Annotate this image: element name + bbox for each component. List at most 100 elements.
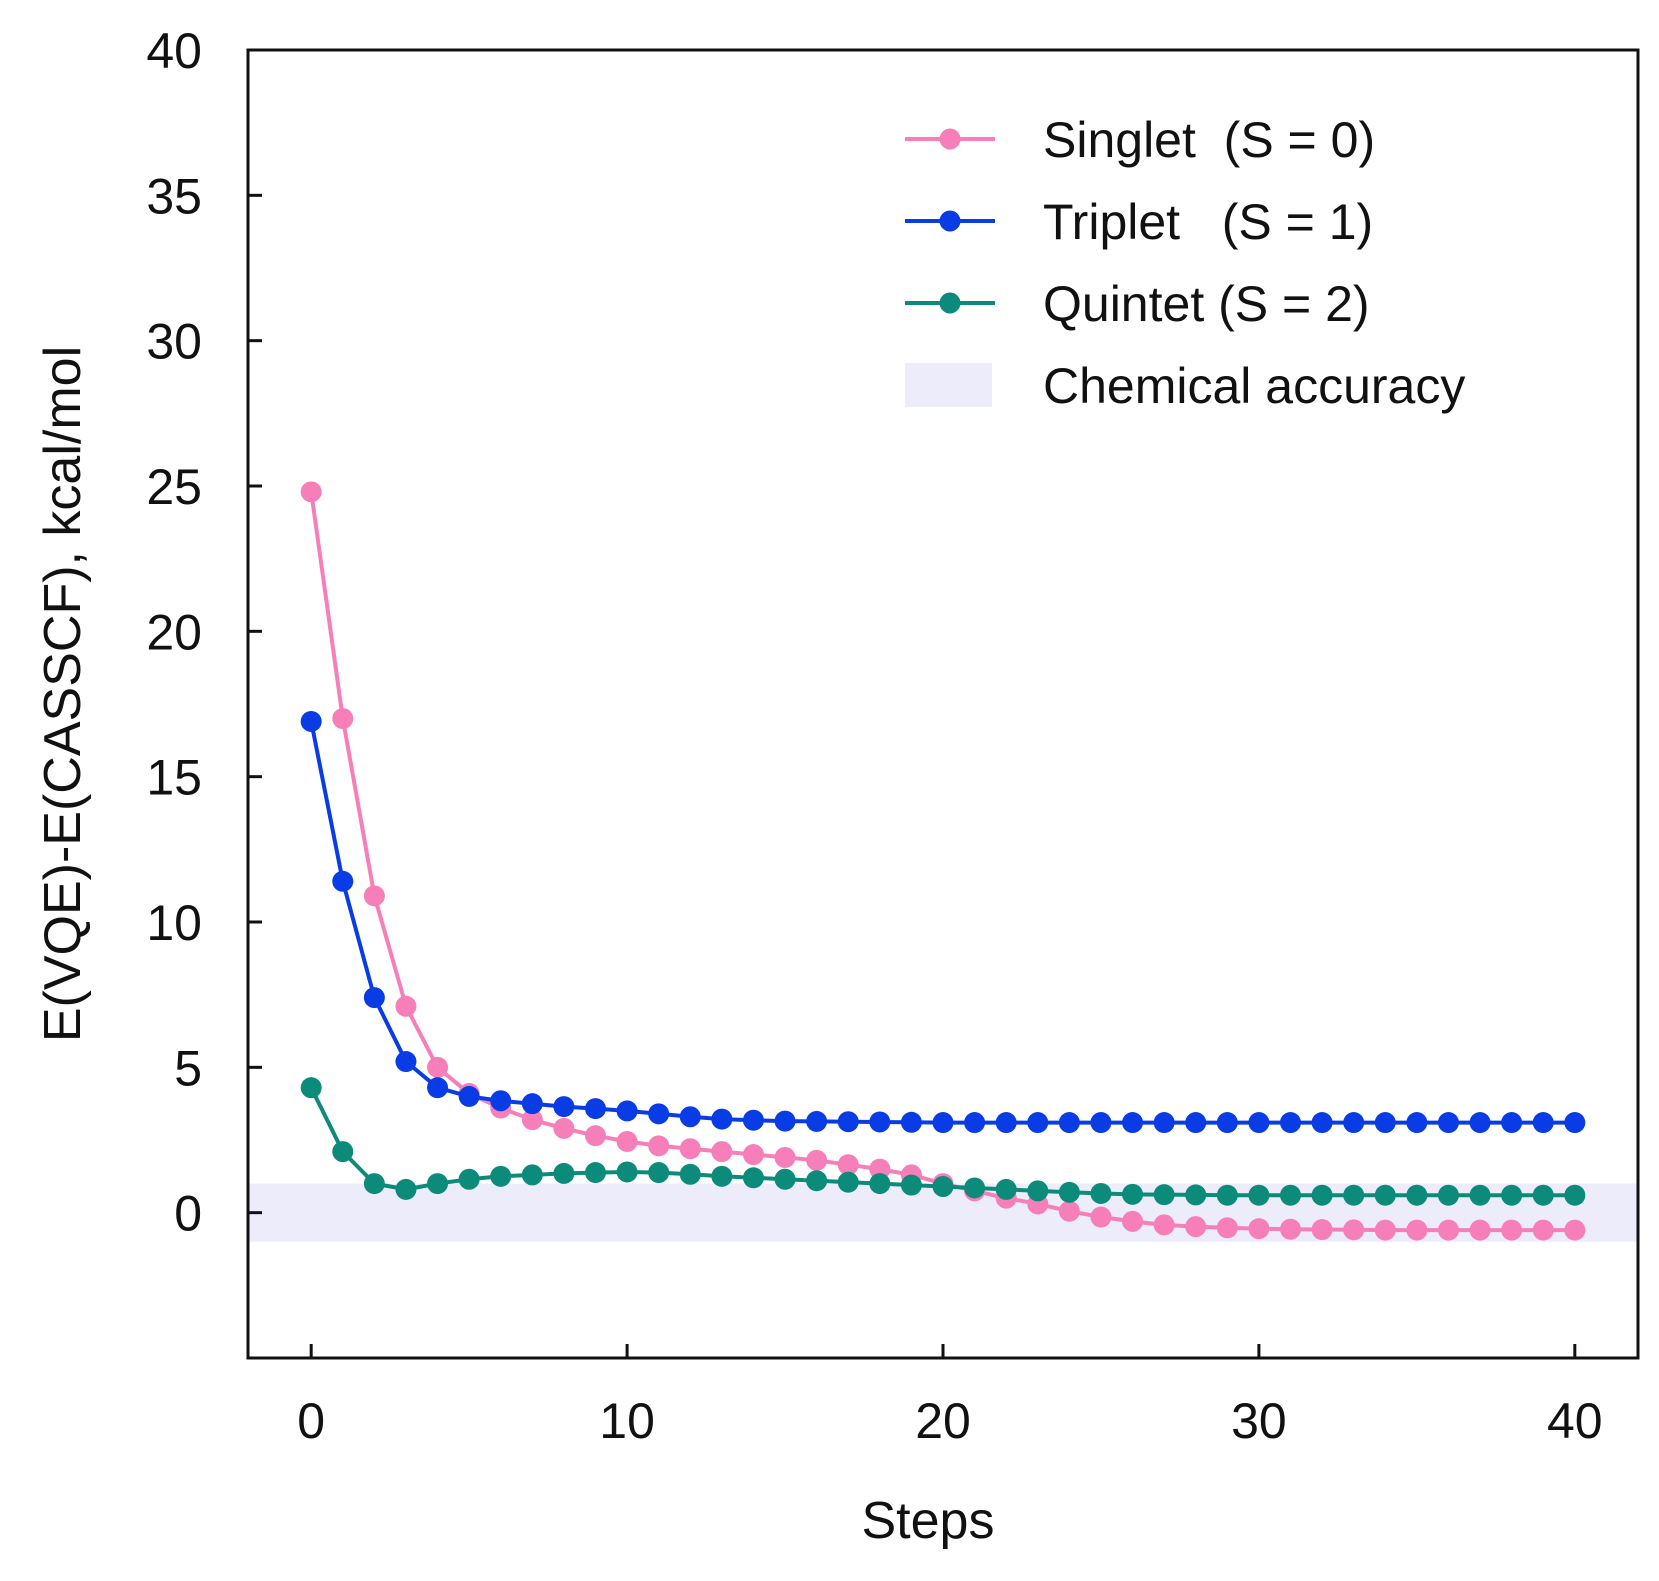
data-point bbox=[1437, 1219, 1459, 1241]
data-point bbox=[869, 1158, 891, 1180]
legend-item: Triplet (S = 1) bbox=[905, 194, 1373, 250]
data-point bbox=[616, 1161, 638, 1183]
data-point bbox=[1248, 1184, 1270, 1206]
data-point bbox=[521, 1109, 543, 1131]
y-tick-label: 25 bbox=[146, 459, 202, 515]
legend-item: Chemical accuracy bbox=[905, 358, 1465, 414]
x-tick-label: 30 bbox=[1231, 1393, 1287, 1449]
data-point bbox=[648, 1135, 670, 1157]
data-point bbox=[964, 1112, 986, 1134]
data-point bbox=[806, 1170, 828, 1192]
y-tick-label: 35 bbox=[146, 168, 202, 224]
data-point bbox=[395, 995, 417, 1017]
series-line bbox=[309, 721, 1575, 1125]
y-tick-label: 20 bbox=[146, 604, 202, 660]
data-point bbox=[774, 1146, 796, 1168]
data-point bbox=[995, 1112, 1017, 1134]
data-point bbox=[300, 710, 322, 732]
data-point bbox=[300, 1077, 322, 1099]
data-point bbox=[1469, 1184, 1491, 1206]
data-point bbox=[1406, 1219, 1428, 1241]
data-point bbox=[1280, 1218, 1301, 1240]
legend-marker bbox=[939, 210, 961, 232]
data-point bbox=[1532, 1184, 1554, 1206]
x-tick-label: 0 bbox=[297, 1393, 325, 1449]
data-point bbox=[585, 1125, 606, 1147]
data-point bbox=[490, 1165, 512, 1187]
series-2 bbox=[300, 1077, 1586, 1206]
data-point bbox=[837, 1154, 859, 1176]
data-point bbox=[1090, 1206, 1112, 1228]
legend-band-swatch bbox=[905, 363, 992, 407]
data-point bbox=[1564, 1184, 1586, 1206]
data-point bbox=[711, 1108, 733, 1130]
data-point bbox=[837, 1171, 859, 1193]
legend-label: Singlet (S = 0) bbox=[1043, 112, 1375, 168]
data-point bbox=[490, 1090, 512, 1112]
x-tick-label: 40 bbox=[1547, 1393, 1603, 1449]
data-point bbox=[742, 1109, 764, 1131]
data-point bbox=[1185, 1112, 1207, 1134]
y-tick-label: 15 bbox=[146, 750, 202, 806]
data-point bbox=[521, 1164, 543, 1186]
legend-marker bbox=[939, 128, 961, 150]
data-point bbox=[1216, 1184, 1238, 1206]
data-point bbox=[1216, 1112, 1238, 1134]
data-point bbox=[648, 1103, 670, 1125]
data-point bbox=[869, 1173, 891, 1195]
data-point bbox=[1501, 1112, 1523, 1134]
data-point bbox=[964, 1177, 986, 1199]
data-point bbox=[553, 1096, 575, 1118]
data-point bbox=[1374, 1184, 1396, 1206]
data-point bbox=[427, 1056, 449, 1078]
data-point bbox=[363, 1173, 385, 1195]
data-point bbox=[837, 1111, 859, 1133]
data-point bbox=[774, 1110, 796, 1132]
data-point bbox=[553, 1162, 575, 1184]
data-point bbox=[1564, 1112, 1586, 1134]
data-point bbox=[1027, 1112, 1049, 1134]
x-tick-label: 10 bbox=[599, 1393, 655, 1449]
data-point bbox=[1469, 1219, 1491, 1241]
data-point bbox=[300, 481, 322, 503]
data-point bbox=[1501, 1184, 1523, 1206]
data-point bbox=[521, 1093, 543, 1115]
data-point bbox=[1122, 1112, 1144, 1134]
data-point bbox=[1058, 1112, 1080, 1134]
data-point bbox=[1406, 1112, 1428, 1134]
data-point bbox=[332, 708, 354, 730]
data-point bbox=[711, 1165, 733, 1187]
data-point bbox=[932, 1176, 954, 1198]
data-point bbox=[616, 1130, 638, 1152]
legend-label: Quintet (S = 2) bbox=[1043, 276, 1370, 332]
data-point bbox=[1058, 1181, 1080, 1203]
data-point bbox=[458, 1168, 480, 1190]
legend-label: Triplet (S = 1) bbox=[1043, 194, 1373, 250]
data-point bbox=[1185, 1184, 1207, 1206]
data-point bbox=[395, 1051, 417, 1073]
y-tick-label: 40 bbox=[146, 23, 202, 79]
y-tick-label: 10 bbox=[146, 895, 202, 951]
data-point bbox=[395, 1178, 417, 1200]
data-point bbox=[1058, 1200, 1080, 1222]
data-point bbox=[1343, 1184, 1365, 1206]
data-point bbox=[1374, 1112, 1396, 1134]
data-point bbox=[679, 1138, 701, 1160]
data-point bbox=[679, 1163, 701, 1185]
data-point bbox=[1090, 1112, 1112, 1134]
legend-label: Chemical accuracy bbox=[1043, 358, 1465, 414]
data-point bbox=[1311, 1219, 1333, 1241]
data-point bbox=[585, 1098, 606, 1120]
data-point bbox=[1248, 1112, 1270, 1134]
data-point bbox=[1437, 1184, 1459, 1206]
data-point bbox=[427, 1173, 449, 1195]
data-point bbox=[1185, 1216, 1207, 1238]
data-point bbox=[869, 1111, 891, 1133]
data-point bbox=[1122, 1183, 1144, 1205]
data-point bbox=[1532, 1219, 1554, 1241]
data-point bbox=[1564, 1219, 1586, 1241]
y-axis-title: E(VQE)-E(CASSCF), kcal/mol bbox=[34, 346, 92, 1042]
data-point bbox=[1343, 1219, 1365, 1241]
data-point bbox=[932, 1112, 954, 1134]
